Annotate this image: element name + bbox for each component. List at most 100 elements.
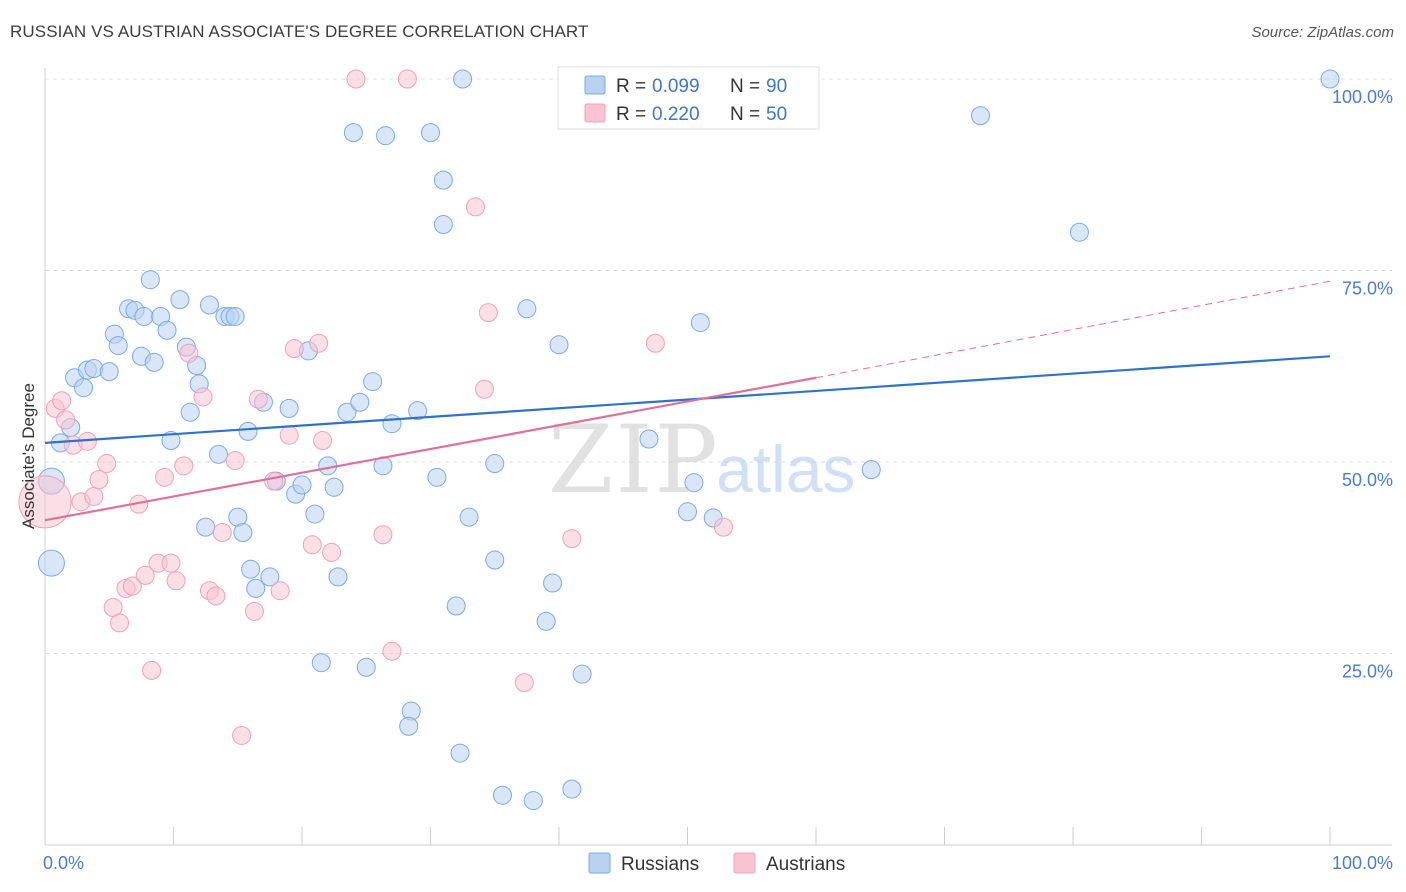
y-tick-label: 75.0% — [1342, 279, 1393, 299]
russians-point — [180, 402, 200, 422]
grid — [45, 78, 1392, 654]
russians-point — [1069, 222, 1089, 242]
stats-russians-swatch — [584, 75, 606, 95]
russians-point — [305, 504, 325, 524]
russians-point — [399, 716, 419, 736]
austrians-point — [18, 475, 72, 529]
russians-point — [260, 567, 280, 587]
russians-point — [450, 743, 470, 763]
x-tick-label-min: 0.0% — [43, 853, 84, 873]
russians-point — [459, 507, 479, 527]
russians-point — [408, 401, 428, 421]
y-tick-label: 100.0% — [1332, 87, 1393, 107]
austrians-point — [322, 542, 342, 562]
russians-trend-line — [44, 355, 1331, 444]
y-tick-label: 25.0% — [1342, 662, 1393, 682]
russians-point — [161, 431, 181, 451]
russians-point — [356, 657, 376, 677]
austrians-point — [206, 586, 226, 606]
russians-point — [144, 352, 164, 372]
austrians-point — [52, 391, 72, 411]
austrians-point — [465, 197, 485, 217]
russians-point — [140, 270, 160, 290]
austrians-point — [110, 613, 130, 633]
russians-point — [241, 559, 261, 579]
stats-russians-n-label: N = — [730, 76, 760, 97]
russians-point — [363, 372, 383, 392]
legend-austrians-label: Austrians — [766, 854, 845, 875]
russians-point — [343, 123, 363, 143]
legend-russians-label: Russians — [621, 854, 699, 875]
y-axis-label: Associate's Degree — [19, 383, 38, 529]
legend-austrians-swatch — [733, 852, 756, 874]
points — [18, 69, 1340, 811]
legend: Russians Austrians — [588, 852, 845, 875]
austrians-point — [645, 333, 665, 353]
axes — [44, 68, 1392, 846]
russians-point — [225, 306, 245, 326]
russians-point — [427, 467, 447, 487]
austrians-point — [179, 343, 199, 363]
stats-austrians-swatch — [584, 103, 606, 123]
stats-russians-r-label: R = — [616, 76, 646, 97]
austrians-point — [382, 641, 402, 661]
russians-point — [861, 460, 881, 480]
austrians-point — [313, 431, 333, 451]
stats-russians-n-value: 90 — [766, 76, 787, 97]
austrians-point — [142, 660, 162, 680]
austrians-trend-extension — [815, 280, 1331, 379]
austrians-point — [244, 601, 264, 621]
russians-point — [196, 517, 216, 537]
y-tick-label: 50.0% — [1342, 470, 1393, 490]
austrians-point — [193, 387, 213, 407]
austrians-point — [155, 467, 175, 487]
russians-point — [453, 69, 473, 89]
austrians-point — [284, 339, 304, 359]
austrians-point — [270, 581, 290, 601]
austrians-point — [135, 565, 155, 585]
russians-point — [37, 549, 65, 577]
russians-point — [639, 429, 659, 449]
russians-point — [376, 126, 396, 146]
russians-point — [684, 473, 704, 493]
austrians-point — [97, 454, 117, 474]
russians-point — [246, 578, 266, 598]
russians-point — [279, 398, 299, 418]
russians-point — [536, 611, 556, 631]
y-tick-labels: 25.0% 50.0% 75.0% 100.0% — [1332, 87, 1393, 682]
russians-point — [678, 502, 697, 522]
russians-point — [446, 596, 466, 616]
austrians-point — [166, 571, 186, 591]
russians-point — [170, 290, 190, 310]
russians-point — [311, 653, 331, 673]
austrians-point — [232, 725, 252, 745]
austrians-point — [514, 673, 534, 693]
austrians-point — [346, 69, 366, 89]
russians-point — [485, 550, 505, 570]
austrians-point — [373, 525, 393, 545]
russians-point — [292, 475, 312, 495]
austrians-point — [89, 470, 109, 490]
russians-point — [1320, 69, 1340, 89]
russians-point — [99, 362, 119, 382]
austrians-point — [397, 69, 417, 89]
austrians-trend-line — [44, 376, 817, 522]
austrians-point — [212, 522, 232, 542]
chart-title: RUSSIAN VS AUSTRIAN ASSOCIATE'S DEGREE C… — [10, 22, 589, 41]
austrians-point — [225, 450, 245, 470]
russians-point — [690, 313, 710, 333]
watermark: ZIP atlas — [548, 406, 855, 515]
russians-point — [350, 392, 370, 412]
austrians-point — [174, 456, 194, 476]
austrians-point — [161, 553, 181, 573]
russians-point — [233, 522, 253, 542]
austrians-point — [309, 333, 329, 353]
russians-point — [433, 215, 453, 235]
austrians-point — [562, 529, 582, 549]
austrians-point — [56, 410, 76, 430]
russians-point — [382, 414, 402, 434]
stats-box: R = 0.099 N = 90 R = 0.220 N = 50 — [557, 66, 820, 130]
russians-point — [543, 573, 563, 593]
russians-point — [208, 444, 228, 464]
